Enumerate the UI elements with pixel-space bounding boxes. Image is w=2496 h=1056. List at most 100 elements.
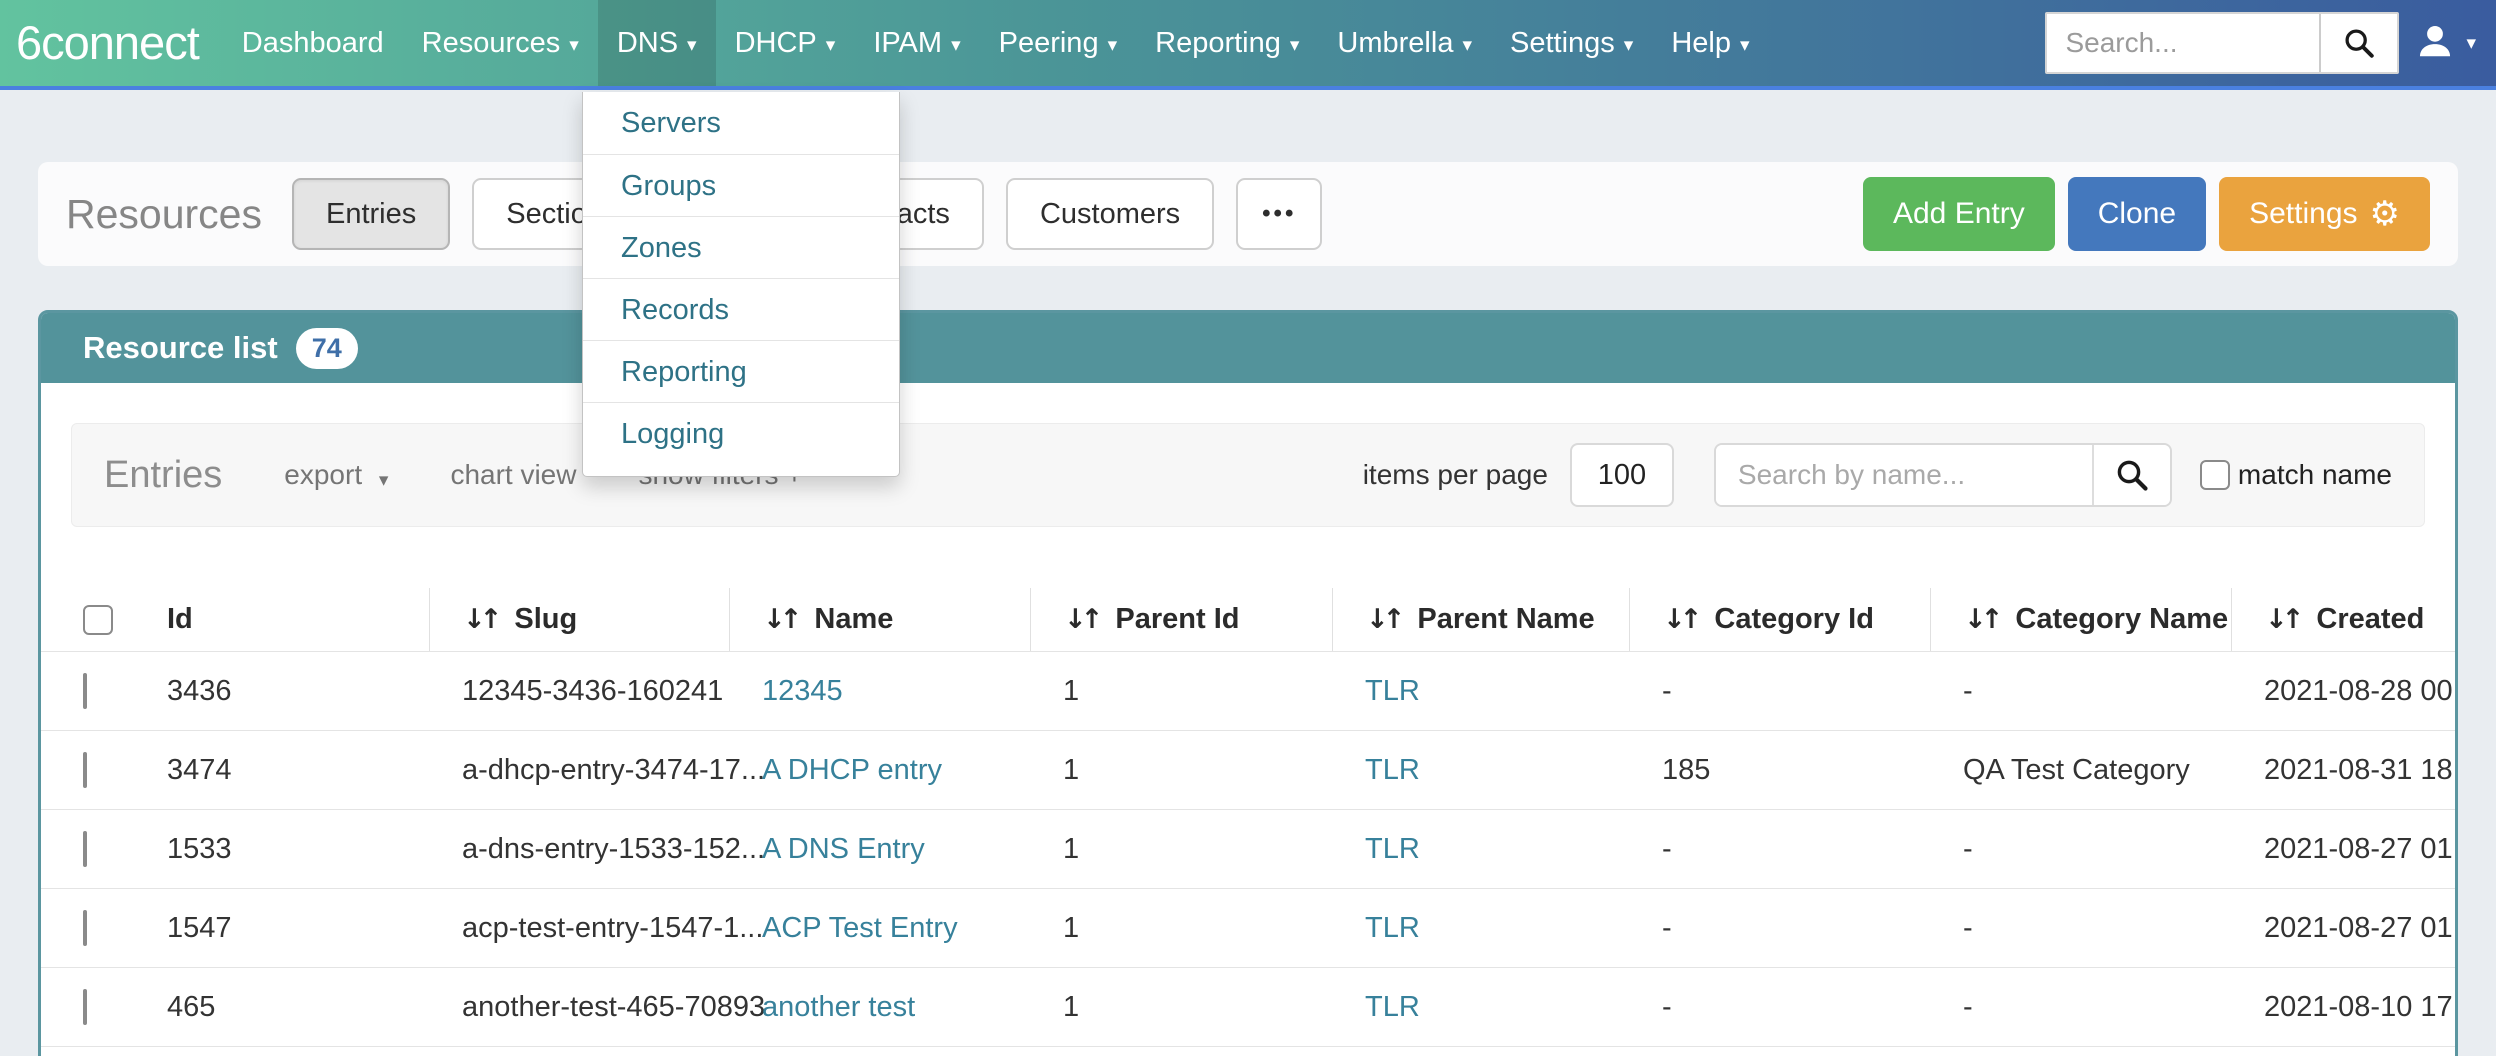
settings-button[interactable]: Settings ⚙	[2219, 177, 2430, 251]
row-checkbox[interactable]	[83, 672, 87, 709]
chart-view-link[interactable]: chart view	[450, 459, 577, 490]
table-row: 3474 a-dhcp-entry-3474-17... A DHCP entr…	[41, 731, 2455, 810]
column-header-id: Id	[167, 603, 193, 635]
entries-table: Id ↓↑ Slug ↓↑ Name ↓↑ Parent Id ↓↑ Paren…	[41, 588, 2455, 1047]
cell-category-id: -	[1662, 911, 1672, 944]
match-name-label[interactable]: match name	[2237, 459, 2392, 490]
column-header-slug[interactable]: ↓↑ Slug	[429, 588, 729, 651]
row-checkbox[interactable]	[83, 909, 87, 946]
dns-menu-item-servers[interactable]: Servers	[621, 107, 721, 139]
column-header-category-name[interactable]: ↓↑ Category Name	[1930, 588, 2231, 651]
cell-parent-id: 1	[1063, 911, 1080, 944]
resource-list-header: Resource list 74	[41, 313, 2455, 383]
cell-category-name: -	[1963, 674, 1973, 707]
cell-slug: a-dns-entry-1533-152...	[462, 832, 766, 865]
sort-icon: ↓↑	[1064, 604, 1103, 635]
cell-parent-id: 1	[1063, 832, 1080, 865]
cell-id: 3436	[167, 674, 232, 707]
user-menu[interactable]: ▾	[2413, 21, 2476, 65]
cell-parent-id: 1	[1063, 674, 1080, 707]
match-name-group: match name	[2199, 459, 2392, 491]
column-header-name[interactable]: ↓↑ Name	[729, 588, 1030, 651]
row-checkbox[interactable]	[83, 751, 87, 788]
cell-category-name: -	[1963, 990, 1973, 1023]
nav-item-umbrella[interactable]: Umbrella ▾	[1337, 26, 1472, 59]
add-entry-button[interactable]: Add Entry	[1862, 177, 2055, 251]
cell-slug: a-dhcp-entry-3474-17...	[462, 753, 766, 786]
entry-name-link[interactable]: another test	[762, 990, 916, 1023]
chevron-down-icon: ▾	[2466, 32, 2476, 54]
cell-category-id: -	[1662, 674, 1672, 707]
export-menu[interactable]: export ▾	[284, 459, 389, 491]
cell-category-name: QA Test Category	[1963, 753, 2190, 786]
cell-category-id: 185	[1662, 753, 1711, 786]
app-logo[interactable]: 6connect	[16, 16, 200, 69]
tab-entries[interactable]: Entries	[291, 178, 451, 250]
table-row: 1547 acp-test-entry-1547-1... ACP Test E…	[41, 889, 2455, 968]
nav-item-ipam[interactable]: IPAM ▾	[873, 26, 961, 59]
cell-created: 2021-08-28 00	[2264, 674, 2453, 707]
nav-item-dns[interactable]: DNS ▾	[597, 0, 716, 86]
nav-item-dashboard[interactable]: Dashboard	[241, 26, 384, 59]
parent-name-link[interactable]: TLR	[1365, 753, 1420, 786]
entry-name-link[interactable]: ACP Test Entry	[762, 911, 958, 944]
table-row: 3436 12345-3436-160241 12345 1 TLR - - 2…	[41, 652, 2455, 731]
dns-menu-item-logging[interactable]: Logging	[583, 402, 899, 464]
row-checkbox[interactable]	[83, 830, 87, 867]
global-search-button[interactable]	[2319, 14, 2398, 72]
global-search-input[interactable]	[2047, 14, 2320, 72]
dns-menu-item-groups[interactable]: Groups	[583, 154, 899, 216]
items-per-page-input[interactable]	[1569, 443, 1674, 507]
column-header-category-id[interactable]: ↓↑ Category Id	[1629, 588, 1930, 651]
parent-name-link[interactable]: TLR	[1365, 832, 1420, 865]
parent-name-link[interactable]: TLR	[1365, 674, 1420, 707]
chevron-down-icon: ▾	[569, 34, 579, 56]
table-header-row: Id ↓↑ Slug ↓↑ Name ↓↑ Parent Id ↓↑ Paren…	[41, 588, 2455, 652]
cell-created: 2021-08-31 18	[2264, 753, 2453, 786]
cell-category-id: -	[1662, 832, 1672, 865]
dns-dropdown-menu: Servers Groups Zones Records Reporting L…	[582, 92, 900, 477]
nav-item-reporting[interactable]: Reporting ▾	[1155, 26, 1300, 59]
cell-slug: acp-test-entry-1547-1...	[462, 911, 764, 944]
chevron-down-icon: ▾	[1107, 34, 1118, 56]
nav-item-help[interactable]: Help ▾	[1671, 26, 1750, 59]
cell-category-id: -	[1662, 990, 1672, 1023]
clone-button[interactable]: Clone	[2067, 177, 2207, 251]
global-search	[2045, 12, 2400, 74]
nav-item-peering[interactable]: Peering ▾	[998, 26, 1118, 59]
nav-item-resources[interactable]: Resources ▾	[421, 26, 579, 59]
chevron-down-icon: ▾	[1623, 34, 1634, 56]
table-search-button[interactable]	[2091, 445, 2170, 505]
search-icon	[2114, 457, 2150, 493]
count-badge: 74	[295, 327, 358, 369]
dns-menu-item-records[interactable]: Records	[583, 278, 899, 340]
chevron-down-icon: ▾	[1462, 34, 1472, 56]
sort-icon: ↓↑	[1663, 604, 1702, 635]
chevron-down-icon: ▾	[378, 470, 389, 491]
tab-customers[interactable]: Customers	[1005, 178, 1215, 250]
nav-item-settings[interactable]: Settings ▾	[1510, 26, 1634, 59]
chevron-down-icon: ▾	[687, 34, 697, 56]
cell-created: 2021-08-10 17	[2264, 990, 2453, 1023]
entry-name-link[interactable]: A DHCP entry	[762, 753, 942, 786]
match-name-checkbox[interactable]	[2199, 460, 2230, 490]
entry-name-link[interactable]: A DNS Entry	[762, 832, 925, 865]
column-header-created[interactable]: ↓↑ Created	[2231, 588, 2455, 651]
nav-item-dhcp[interactable]: DHCP ▾	[734, 26, 836, 59]
select-all-checkbox[interactable]	[83, 604, 113, 635]
column-header-parent-name[interactable]: ↓↑ Parent Name	[1332, 588, 1629, 651]
tab-more-options[interactable]: •••	[1236, 178, 1323, 250]
cell-parent-id: 1	[1063, 990, 1080, 1023]
dns-menu-item-zones[interactable]: Zones	[583, 216, 899, 278]
parent-name-link[interactable]: TLR	[1365, 990, 1420, 1023]
row-checkbox[interactable]	[83, 988, 87, 1025]
column-header-parent-id[interactable]: ↓↑ Parent Id	[1030, 588, 1332, 651]
search-icon	[2342, 26, 2376, 60]
table-search-input[interactable]	[1715, 445, 2092, 505]
parent-name-link[interactable]: TLR	[1365, 911, 1420, 944]
chevron-down-icon: ▾	[951, 34, 961, 56]
cell-id: 1547	[167, 911, 232, 944]
user-icon	[2413, 21, 2457, 65]
dns-menu-item-reporting[interactable]: Reporting	[583, 340, 899, 402]
entry-name-link[interactable]: 12345	[762, 674, 843, 707]
